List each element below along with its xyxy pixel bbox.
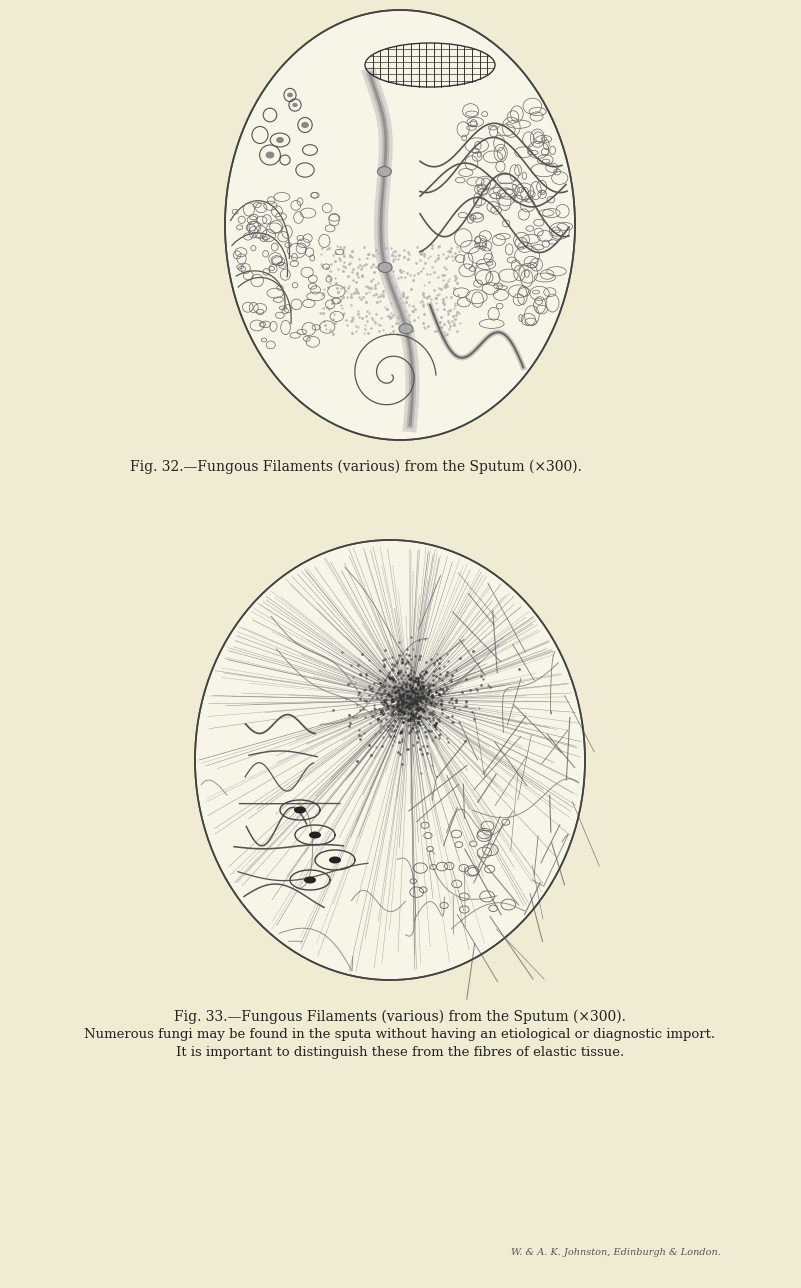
Text: Fig. 33.—Fungous Filaments (various) from the Sputum (×300).: Fig. 33.—Fungous Filaments (various) fro… <box>174 1010 626 1024</box>
Text: Fig. 32.—Fungous Filaments (various) from the Sputum (×300).: Fig. 32.—Fungous Filaments (various) fro… <box>130 460 582 474</box>
Ellipse shape <box>399 323 413 334</box>
Ellipse shape <box>377 166 392 176</box>
Ellipse shape <box>266 152 275 158</box>
Ellipse shape <box>287 93 293 98</box>
Ellipse shape <box>378 263 392 272</box>
Ellipse shape <box>329 857 341 863</box>
Ellipse shape <box>276 137 284 143</box>
Text: It is important to distinguish these from the fibres of elastic tissue.: It is important to distinguish these fro… <box>176 1046 624 1059</box>
Ellipse shape <box>309 832 321 838</box>
Ellipse shape <box>195 540 585 980</box>
Ellipse shape <box>304 877 316 884</box>
Ellipse shape <box>292 103 298 107</box>
Ellipse shape <box>301 122 309 128</box>
Text: W. & A. K. Johnston, Edinburgh & London.: W. & A. K. Johnston, Edinburgh & London. <box>511 1248 721 1257</box>
Ellipse shape <box>225 10 575 440</box>
Text: Numerous fungi may be found in the sputa without having an etiological or diagno: Numerous fungi may be found in the sputa… <box>84 1028 715 1041</box>
Ellipse shape <box>294 806 306 814</box>
